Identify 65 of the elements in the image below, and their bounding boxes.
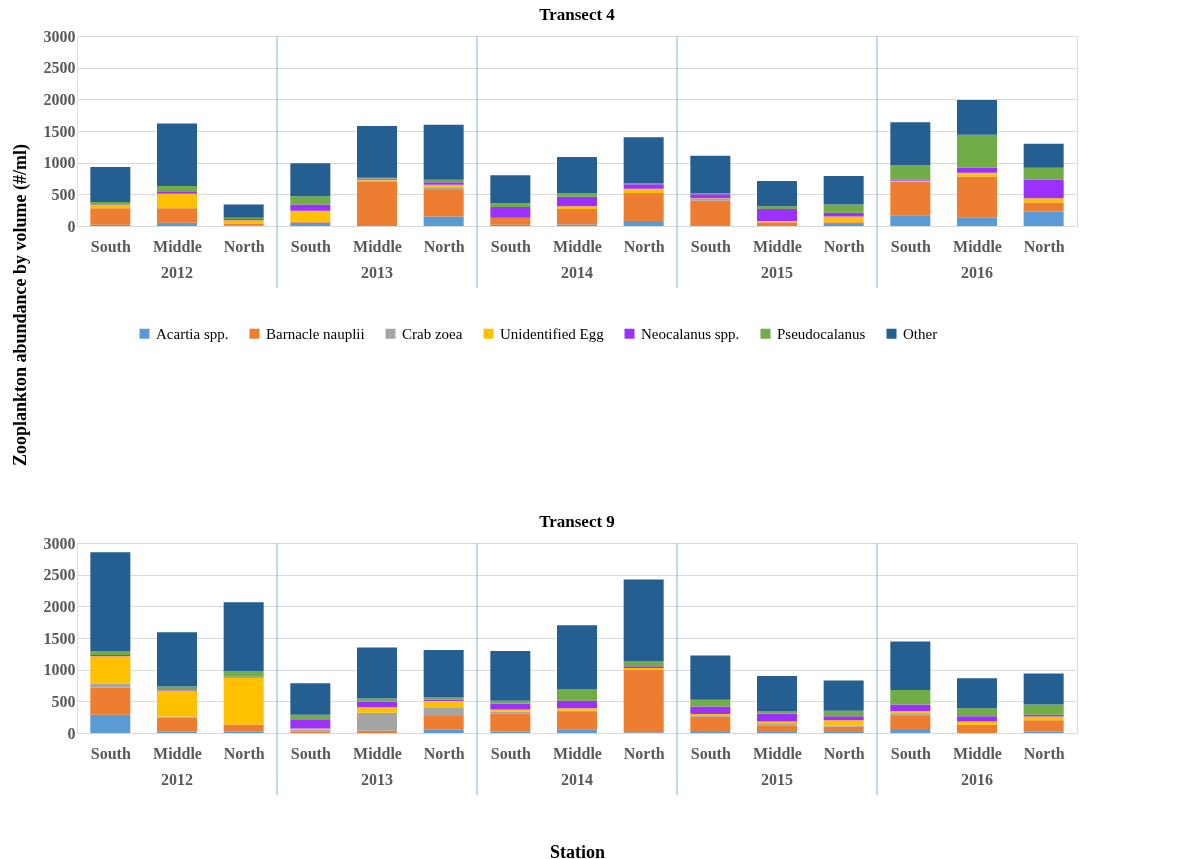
- y-tick-label: 1500: [43, 122, 76, 140]
- x-tick-label: South: [690, 237, 731, 255]
- legend-label: Other: [903, 325, 938, 342]
- chart-title: Transect 4: [539, 5, 616, 24]
- y-tick-label: 0: [67, 724, 76, 742]
- legend-label: Unidentified Egg: [500, 325, 605, 342]
- x-tick-label: South: [290, 744, 331, 762]
- x-tick-label: South: [90, 237, 131, 255]
- x-tick-label: North: [1023, 237, 1065, 255]
- text: 2014: [561, 771, 593, 788]
- legend-label: Barnacle nauplii: [266, 325, 365, 342]
- text: 2012: [161, 264, 193, 281]
- chart-title: Transect 9: [539, 512, 615, 531]
- y-axis-title: Zooplankton abundance by volume (#/ml): [9, 143, 31, 467]
- legend-label: Crab zoea: [402, 325, 463, 342]
- y-tick-label: 500: [51, 692, 76, 710]
- x-tick-label: Middle: [953, 744, 1002, 762]
- x-tick-label: Middle: [553, 744, 602, 762]
- x-tick-label: South: [90, 744, 131, 762]
- text: 2012: [161, 771, 193, 788]
- y-tick-label: 3000: [43, 27, 76, 45]
- legend-label: Pseudocalanus: [777, 325, 866, 342]
- x-tick-label: North: [423, 237, 465, 255]
- y-tick-label: 1000: [43, 661, 76, 679]
- x-tick-label: North: [823, 237, 865, 255]
- x-tick-label: North: [1023, 744, 1065, 762]
- x-tick-label: North: [223, 237, 265, 255]
- y-tick-label: 2000: [43, 90, 76, 108]
- x-tick-label: Middle: [153, 744, 202, 762]
- text: 2015: [761, 771, 793, 788]
- x-tick-label: Middle: [953, 237, 1002, 255]
- text: 2014: [561, 264, 593, 281]
- x-axis-title: Station: [549, 841, 606, 859]
- y-tick-label: 2500: [43, 59, 76, 77]
- x-tick-label: North: [623, 744, 665, 762]
- y-tick-label: 2500: [43, 566, 76, 584]
- text: 2015: [761, 264, 793, 281]
- x-tick-label: Middle: [553, 237, 602, 255]
- x-tick-label: South: [890, 744, 931, 762]
- x-tick-label: South: [890, 237, 931, 255]
- y-tick-label: 0: [67, 217, 76, 235]
- y-tick-label: 2000: [43, 597, 76, 615]
- text: 2016: [961, 264, 993, 281]
- x-tick-label: Middle: [353, 237, 402, 255]
- y-tick-label: 500: [51, 185, 76, 203]
- x-tick-label: South: [690, 744, 731, 762]
- x-tick-label: North: [423, 744, 465, 762]
- x-tick-label: North: [623, 237, 665, 255]
- text: 2013: [361, 264, 393, 281]
- text: 2016: [961, 771, 993, 788]
- x-tick-label: Middle: [153, 237, 202, 255]
- x-tick-label: North: [823, 744, 865, 762]
- legend-label: Neocalanus spp.: [641, 325, 740, 342]
- y-tick-label: 3000: [43, 534, 76, 552]
- x-tick-label: South: [490, 744, 531, 762]
- x-tick-label: South: [490, 237, 531, 255]
- x-tick-label: Middle: [753, 237, 802, 255]
- x-tick-label: South: [290, 237, 331, 255]
- x-tick-label: Middle: [753, 744, 802, 762]
- y-tick-label: 1500: [43, 629, 76, 647]
- x-tick-label: Middle: [353, 744, 402, 762]
- text: 2013: [361, 771, 393, 788]
- legend-label: Acartia spp.: [156, 325, 229, 342]
- y-tick-label: 1000: [43, 154, 76, 172]
- x-tick-label: North: [223, 744, 265, 762]
